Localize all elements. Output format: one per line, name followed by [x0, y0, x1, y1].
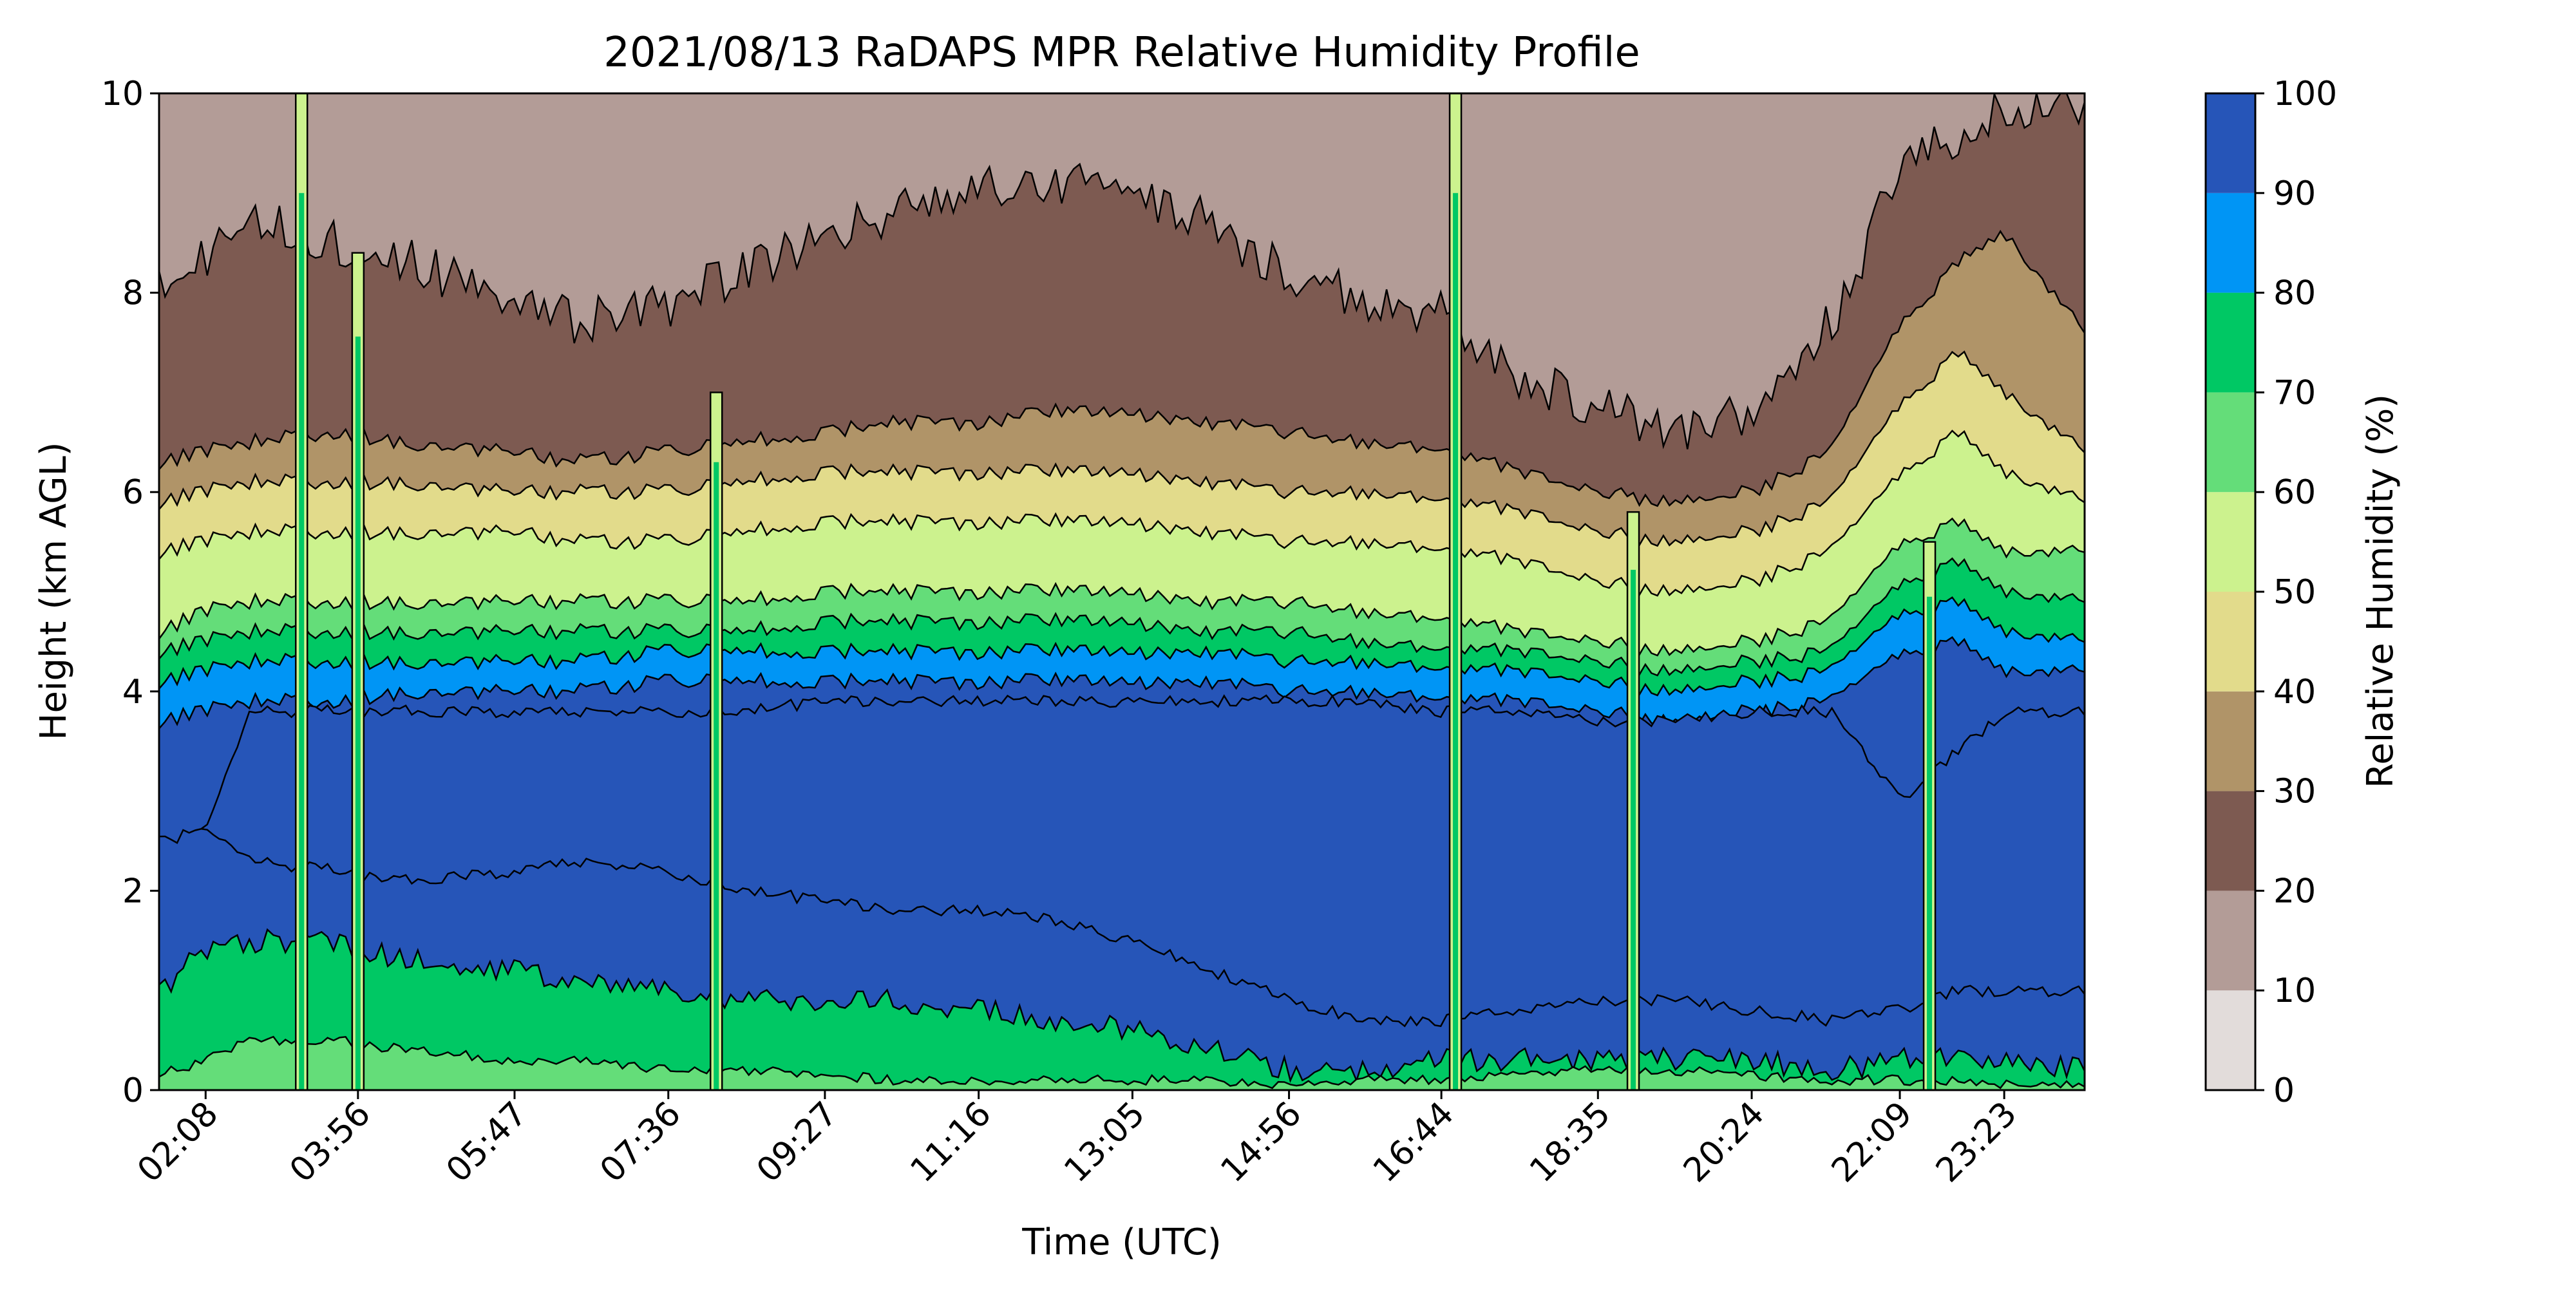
colorbar-swatch-60-70 [2206, 392, 2255, 493]
colorbar: 0 10 20 30 40 50 60 70 80 90 100 [2204, 75, 2337, 1110]
moist-column-core-2 [355, 336, 361, 1090]
contour-plot-area [159, 93, 2085, 1090]
x-tick-label: 11:16 [903, 1095, 998, 1190]
colorbar-tick-label: 90 [2273, 174, 2316, 213]
y-tick-label: 6 [122, 473, 144, 512]
y-tick-label: 8 [122, 274, 144, 313]
x-tick-label: 16:44 [1366, 1095, 1461, 1190]
colorbar-swatch-20-30 [2206, 791, 2255, 891]
x-tick-label: 03:56 [283, 1095, 378, 1190]
y-tick-label: 4 [122, 673, 144, 711]
colorbar-tick-label: 10 [2273, 972, 2316, 1010]
x-tick-label: 05:47 [439, 1095, 535, 1190]
moist-column-core-4 [1453, 193, 1459, 1090]
y-tick-label: 2 [122, 872, 144, 910]
x-tick-label: 09:27 [750, 1095, 845, 1190]
x-axis: 02:08 03:56 05:47 07:36 09:27 11:16 13:05 14:56… [130, 1090, 2024, 1190]
colorbar-swatch-30-40 [2206, 691, 2255, 791]
colorbar-label: Relative Humidity (%) [2360, 394, 2401, 788]
colorbar-tick-label: 30 [2273, 773, 2316, 811]
x-tick-label: 14:56 [1213, 1095, 1309, 1190]
colorbar-swatch-80-90 [2206, 193, 2255, 293]
colorbar-tick-label: 0 [2273, 1071, 2295, 1110]
colorbar-swatch-40-50 [2206, 592, 2255, 692]
moist-column-core-3 [714, 462, 719, 1090]
band-60-70-low [159, 1035, 2085, 1090]
colorbar-swatch-10-20 [2206, 891, 2255, 991]
moist-column-core-6 [1927, 596, 1933, 1090]
colorbar-swatch-50-60 [2206, 492, 2255, 592]
band-70-80-low [159, 928, 2085, 1090]
x-tick-label: 02:08 [130, 1095, 225, 1190]
colorbar-tick-label: 40 [2273, 673, 2316, 711]
chart-title: 2021/08/13 RaDAPS MPR Relative Humidity … [603, 29, 1640, 77]
colorbar-swatch-0-10 [2206, 990, 2255, 1090]
y-tick-label: 10 [101, 75, 144, 113]
x-tick-label: 23:23 [1929, 1095, 2024, 1190]
plot-frame [158, 92, 2086, 1091]
colorbar-tick-label: 50 [2273, 573, 2316, 612]
x-tick-label: 07:36 [593, 1095, 688, 1190]
colorbar-swatch-70-80 [2206, 292, 2255, 393]
colorbar-tick-label: 70 [2273, 373, 2316, 412]
moist-column-core-5 [1631, 569, 1636, 1090]
colorbar-tick-label: 80 [2273, 274, 2316, 313]
colorbar-tick-label: 60 [2273, 473, 2316, 512]
y-tick-label: 0 [122, 1071, 144, 1110]
x-tick-label: 18:35 [1522, 1095, 1618, 1190]
x-tick-label: 22:09 [1824, 1095, 1920, 1190]
y-axis-label: Height (km AGL) [33, 442, 75, 740]
y-axis: 0 2 4 6 8 10 [101, 75, 159, 1110]
x-axis-label: Time (UTC) [1021, 1221, 1222, 1263]
colorbar-swatch-90-100 [2206, 93, 2255, 193]
x-tick-label: 13:05 [1057, 1095, 1152, 1190]
x-tick-label: 20:24 [1676, 1095, 1772, 1190]
colorbar-tick-label: 100 [2273, 75, 2337, 113]
moist-column-core-1 [299, 193, 305, 1090]
colorbar-tick-label: 20 [2273, 872, 2316, 910]
band-90-100 [159, 694, 2085, 1028]
